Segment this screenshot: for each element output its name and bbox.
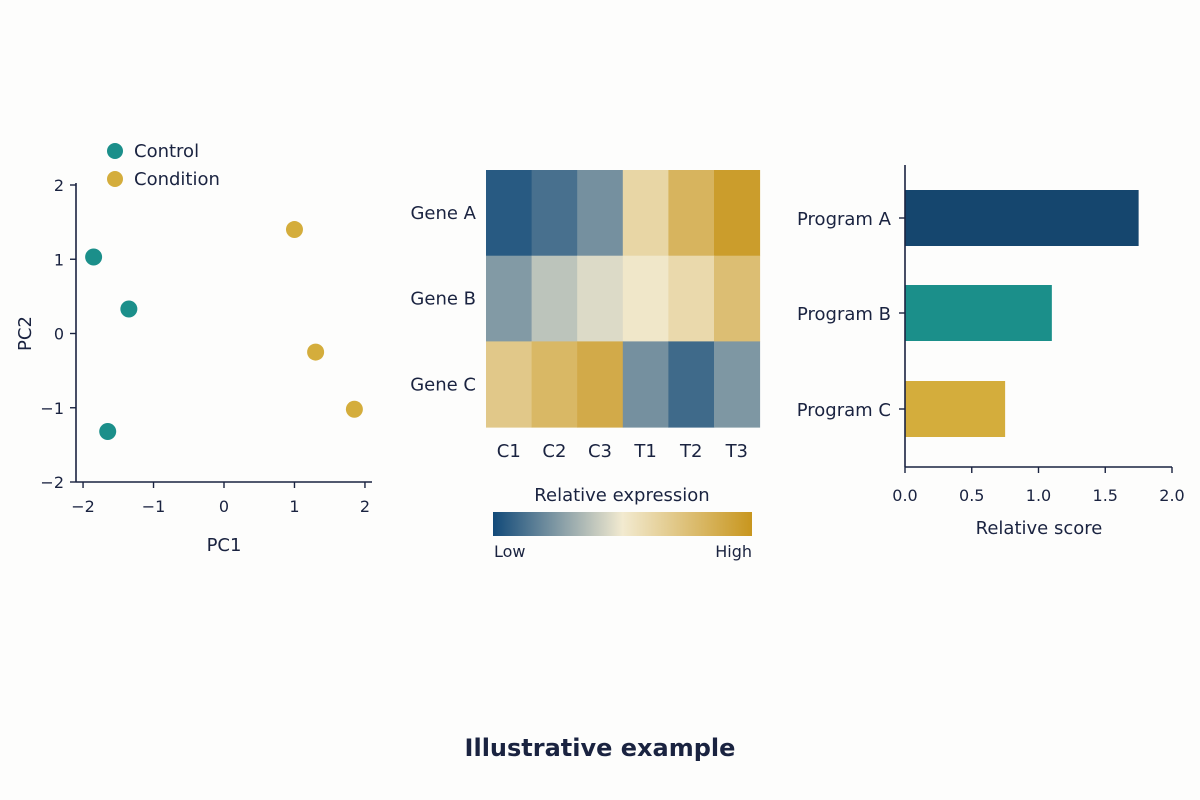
- scatter-y-axis-label: PC2: [15, 316, 36, 351]
- heatmap-cell: [486, 255, 533, 342]
- heatmap-row-label: Gene C: [410, 374, 476, 395]
- colorbar-high-label: High: [715, 542, 752, 561]
- scatter-y-tick-label: 1: [54, 250, 64, 269]
- heatmap-cell: [531, 170, 578, 257]
- scatter-legend: Control Condition: [107, 141, 220, 190]
- heatmap-column-label: T1: [633, 441, 656, 462]
- scatter-y-tick-label: −1: [40, 399, 64, 418]
- scatter-points: [85, 221, 363, 441]
- bar-chart-panel: Program A Program B Program C 0.0 0.5 1.0 1.5…: [797, 165, 1185, 539]
- heatmap-cell: [668, 170, 715, 257]
- colorbar-gradient: [493, 512, 752, 536]
- heatmap-column-label: C1: [497, 441, 521, 462]
- scatter-point-control: [99, 423, 117, 441]
- colorbar-low-label: Low: [494, 542, 526, 561]
- heatmap-cell: [577, 255, 624, 342]
- bar-category-label: Program B: [797, 304, 891, 325]
- heatmap-cell: [714, 170, 761, 257]
- heatmap-panel: Gene A Gene B Gene C C1 C2 C3 T1 T2 T3 Relative …: [410, 170, 761, 561]
- scatter-y-tick-label: 0: [54, 325, 64, 344]
- bar-chart-bars: Program A Program B Program C: [797, 190, 1139, 437]
- bar-x-tick-label: 2.0: [1159, 486, 1184, 505]
- scatter-point-condition: [345, 400, 363, 418]
- scatter-x-tick-label: 2: [360, 497, 370, 516]
- heatmap-row-label: Gene B: [410, 289, 476, 310]
- heatmap-labels: Gene A Gene B Gene C C1 C2 C3 T1 T2 T3: [410, 203, 748, 462]
- legend-label-control: Control: [134, 141, 199, 162]
- pca-scatter-panel: Control Condition −2 −1 0 1 2 −2 −1 0 1 2 PC1 PC2: [15, 141, 372, 556]
- colorbar-title: Relative expression: [534, 485, 709, 506]
- scatter-x-axis-label: PC1: [207, 535, 242, 556]
- heatmap-cell: [714, 255, 761, 342]
- heatmap-column-label: T2: [679, 441, 702, 462]
- heatmap-column-label: C2: [542, 441, 566, 462]
- footer-caption: Illustrative example: [465, 734, 736, 762]
- bar-category-label: Program A: [797, 209, 892, 230]
- bar-chart-ticks: 0.0 0.5 1.0 1.5 2.0: [892, 467, 1185, 505]
- heatmap-cell: [531, 255, 578, 342]
- scatter-x-tick-label: −1: [142, 497, 166, 516]
- heatmap-cell: [668, 341, 715, 428]
- legend-marker-condition: [107, 171, 123, 187]
- scatter-point-control: [85, 248, 103, 266]
- bar-category-label: Program C: [797, 400, 891, 421]
- heatmap-cell: [668, 255, 715, 342]
- scatter-x-tick-label: 1: [289, 497, 299, 516]
- scatter-ticks: −2 −1 0 1 2 −2 −1 0 1 2: [40, 176, 370, 516]
- bar-x-tick-label: 0.5: [959, 486, 984, 505]
- scatter-y-tick-label: −2: [40, 473, 64, 492]
- heatmap-cell: [622, 341, 669, 428]
- bar-x-tick-label: 1.0: [1026, 486, 1051, 505]
- scatter-x-tick-label: 0: [219, 497, 229, 516]
- heatmap-row-label: Gene A: [410, 203, 476, 224]
- bar-program-b: [905, 285, 1052, 341]
- bar-program-a: [905, 190, 1139, 246]
- heatmap-cell: [486, 170, 533, 257]
- scatter-point-condition: [285, 221, 303, 239]
- heatmap-cell: [577, 170, 624, 257]
- scatter-point-control: [120, 300, 138, 318]
- heatmap-column-label: C3: [588, 441, 612, 462]
- bar-x-axis-label: Relative score: [976, 518, 1103, 539]
- heatmap-cell: [486, 341, 533, 428]
- heatmap-cell: [577, 341, 624, 428]
- legend-marker-control: [107, 143, 123, 159]
- heatmap-cell: [622, 170, 669, 257]
- heatmap-cell: [622, 255, 669, 342]
- scatter-point-condition: [307, 343, 325, 361]
- heatmap-column-label: T3: [725, 441, 748, 462]
- heatmap-cells: [486, 170, 761, 428]
- bar-x-tick-label: 1.5: [1093, 486, 1118, 505]
- scatter-x-tick-label: −2: [71, 497, 95, 516]
- bar-x-tick-label: 0.0: [892, 486, 917, 505]
- scatter-y-tick-label: 2: [54, 176, 64, 195]
- heatmap-cell: [531, 341, 578, 428]
- legend-label-condition: Condition: [134, 169, 220, 190]
- heatmap-cell: [714, 341, 761, 428]
- bar-program-c: [905, 381, 1006, 437]
